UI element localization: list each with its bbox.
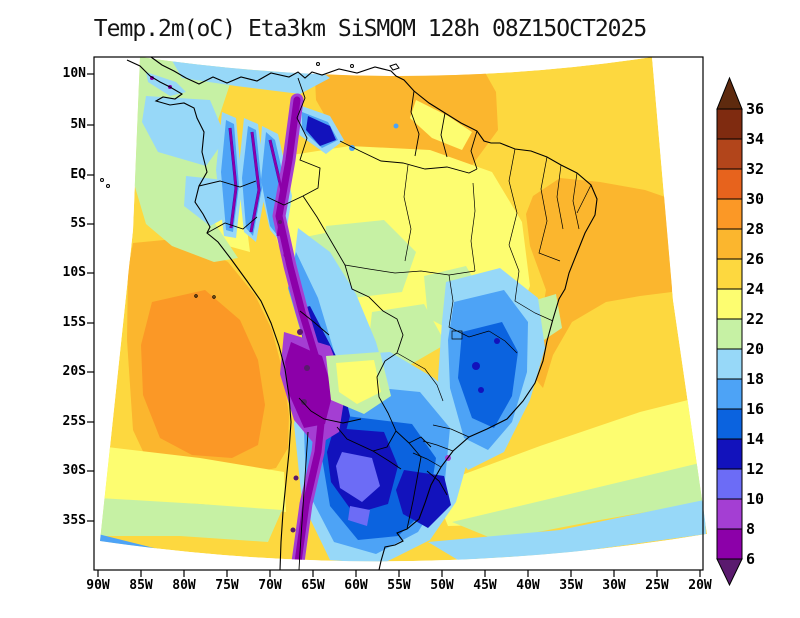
weather-map-figure: Temp.2m(oC) Eta3km SiSMOM 128h 08Z15OCT2…: [0, 0, 800, 618]
colorbar-box: [717, 259, 742, 289]
island-trinidad: [390, 64, 399, 70]
colorbar-box: [717, 409, 742, 439]
colorbar-box: [717, 349, 742, 379]
colorbar-arrow: [717, 78, 742, 109]
island-dot: [107, 185, 110, 188]
island-dot: [317, 63, 320, 66]
colorbar-arrow: [717, 559, 742, 585]
temperature-field: [98, 57, 707, 564]
map-canvas: [0, 0, 800, 618]
colorbar-box: [717, 199, 742, 229]
island-dot: [351, 65, 354, 68]
colorbar-box: [717, 379, 742, 409]
colorbar-box: [717, 169, 742, 199]
colorbar-box: [717, 319, 742, 349]
colorbar-box: [717, 229, 742, 259]
colorbar-box: [717, 289, 742, 319]
colorbar-box: [717, 109, 742, 139]
colorbar-box: [717, 439, 742, 469]
colorbar-box: [717, 529, 742, 559]
colorbar-box: [717, 469, 742, 499]
island-dot: [101, 179, 104, 182]
colorbar-box: [717, 139, 742, 169]
colorbar-box: [717, 499, 742, 529]
colorbar: [717, 78, 742, 585]
